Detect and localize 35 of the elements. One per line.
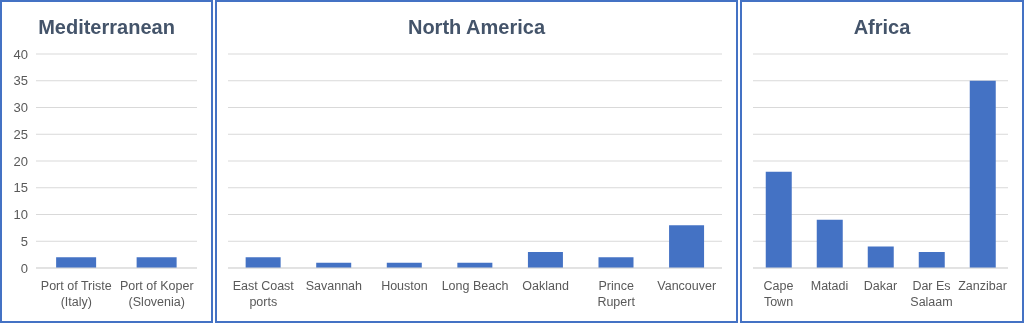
- y-tick-label: 5: [20, 233, 28, 249]
- chart-title: Africa: [852, 16, 912, 40]
- bar: [598, 257, 634, 268]
- y-tick-label: 40: [13, 46, 28, 62]
- x-tick-label: Cape Town: [763, 279, 794, 309]
- x-tick-label: Houston: [381, 279, 428, 293]
- x-tick-label: Long Beach: [441, 279, 509, 293]
- x-tick-label: Port of Koper (Slovenia): [119, 279, 194, 309]
- y-tick-label: 20: [13, 153, 28, 169]
- bar: [527, 251, 563, 268]
- y-tick-label: 35: [13, 73, 28, 89]
- y-tick-label: 10: [13, 207, 28, 223]
- bar: [765, 171, 792, 268]
- x-tick-label: Vancouver: [657, 279, 717, 293]
- y-tick-label: 25: [13, 126, 28, 142]
- bar: [867, 246, 894, 268]
- y-tick-label: 30: [13, 100, 28, 116]
- x-tick-label: Zanzibar: [958, 279, 1007, 293]
- y-tick-label: 15: [13, 180, 28, 196]
- bar: [245, 257, 281, 268]
- x-tick-label: Port of Triste (Italy): [40, 279, 112, 309]
- bar: [669, 225, 705, 268]
- bar: [816, 219, 843, 268]
- bar: [969, 80, 996, 268]
- x-tick-label: Savannah: [305, 279, 363, 293]
- y-tick-label: 0: [20, 260, 28, 276]
- x-tick-label: Matadi: [810, 279, 849, 293]
- bar: [918, 251, 945, 268]
- chart-title: Mediterranean: [37, 16, 176, 40]
- x-tick-label: Dakar: [863, 279, 898, 293]
- x-tick-label: Dar Es Salaam: [910, 279, 953, 309]
- x-tick-label: East Coast ports: [232, 279, 295, 309]
- chart-title: North America: [406, 16, 547, 40]
- x-tick-label: Oakland: [522, 279, 569, 293]
- x-tick-label: Prince Rupert: [597, 279, 636, 309]
